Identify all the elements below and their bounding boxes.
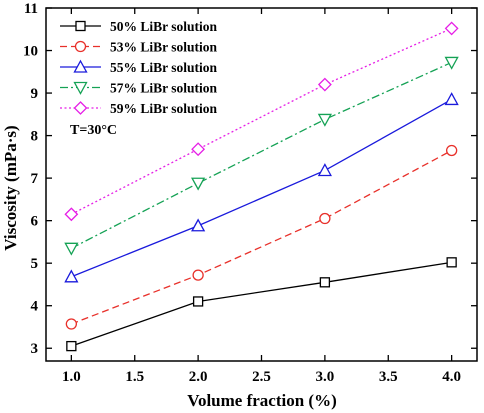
data-point	[319, 277, 331, 288]
data-point	[319, 212, 331, 225]
x-tick-label: 1.5	[125, 369, 144, 385]
data-point	[66, 340, 77, 352]
y-tick-label: 9	[31, 86, 39, 102]
x-tick-label: 2.0	[189, 369, 208, 385]
legend-label: 55% LiBr solution	[110, 60, 218, 75]
legend-item: 53% LiBr solution	[60, 40, 218, 55]
y-tick-label: 11	[24, 1, 38, 17]
data-point	[317, 163, 332, 177]
legend-marker	[73, 59, 88, 73]
legend-marker	[74, 40, 87, 53]
legend-marker	[75, 20, 86, 32]
x-tick-label: 1.0	[62, 369, 81, 385]
data-point	[444, 21, 459, 36]
series-1	[65, 144, 458, 330]
legend-item: 59% LiBr solution	[60, 101, 218, 116]
y-tick-label: 5	[31, 256, 39, 272]
y-tick-label: 7	[31, 171, 39, 187]
legend-label: 50% LiBr solution	[110, 19, 218, 34]
data-point	[446, 257, 457, 268]
legend: 50% LiBr solution 53% LiBr solution 55% Li…	[60, 19, 218, 116]
data-point	[65, 318, 78, 330]
x-tick-label: 3.0	[316, 369, 335, 385]
y-tick-label: 8	[31, 129, 39, 145]
temperature-annotation: T=30°C	[70, 123, 117, 138]
y-tick-label: 10	[23, 44, 38, 60]
data-point	[192, 296, 204, 307]
data-point	[64, 269, 79, 283]
data-point	[444, 56, 459, 70]
series-layer	[64, 21, 459, 352]
legend-label: 53% LiBr solution	[110, 40, 218, 55]
data-point	[64, 242, 79, 256]
legend-item: 55% LiBr solution	[60, 59, 218, 75]
series-line	[71, 98, 452, 278]
legend-item: 57% LiBr solution	[60, 81, 218, 96]
data-point	[192, 269, 204, 281]
data-point	[64, 207, 79, 222]
series-2	[64, 92, 459, 283]
series-0	[66, 257, 457, 352]
series-line	[71, 149, 452, 325]
series-3	[64, 56, 459, 256]
x-axis-label: Volume fraction (%)	[187, 391, 337, 410]
y-tick-label: 4	[31, 299, 39, 315]
series-line	[71, 27, 452, 215]
data-point	[191, 142, 206, 157]
data-point	[191, 177, 206, 191]
data-point	[445, 144, 458, 157]
y-tick-label: 3	[31, 341, 39, 357]
data-point	[317, 113, 332, 127]
x-tick-label: 4.0	[442, 369, 461, 385]
series-line	[71, 61, 452, 249]
legend-item: 50% LiBr solution	[60, 19, 218, 34]
x-tick-label: 2.5	[252, 369, 271, 385]
legend-label: 57% LiBr solution	[110, 81, 218, 96]
legend-label: 59% LiBr solution	[110, 101, 218, 116]
data-point	[317, 77, 332, 92]
series-4	[64, 21, 459, 222]
data-point	[191, 218, 206, 232]
data-point	[444, 92, 459, 106]
axes: 1.0 1.5 2.0 2.5 3.0 3.5 4.0 3 4 5 6 7 8 9 10 11	[23, 1, 478, 385]
y-axis-label: Viscosity (mPa·s)	[1, 125, 20, 250]
y-tick-label: 6	[31, 214, 39, 230]
legend-marker	[73, 101, 88, 115]
x-tick-label: 3.5	[379, 369, 398, 385]
series-line	[71, 261, 452, 347]
legend-marker	[73, 81, 88, 95]
